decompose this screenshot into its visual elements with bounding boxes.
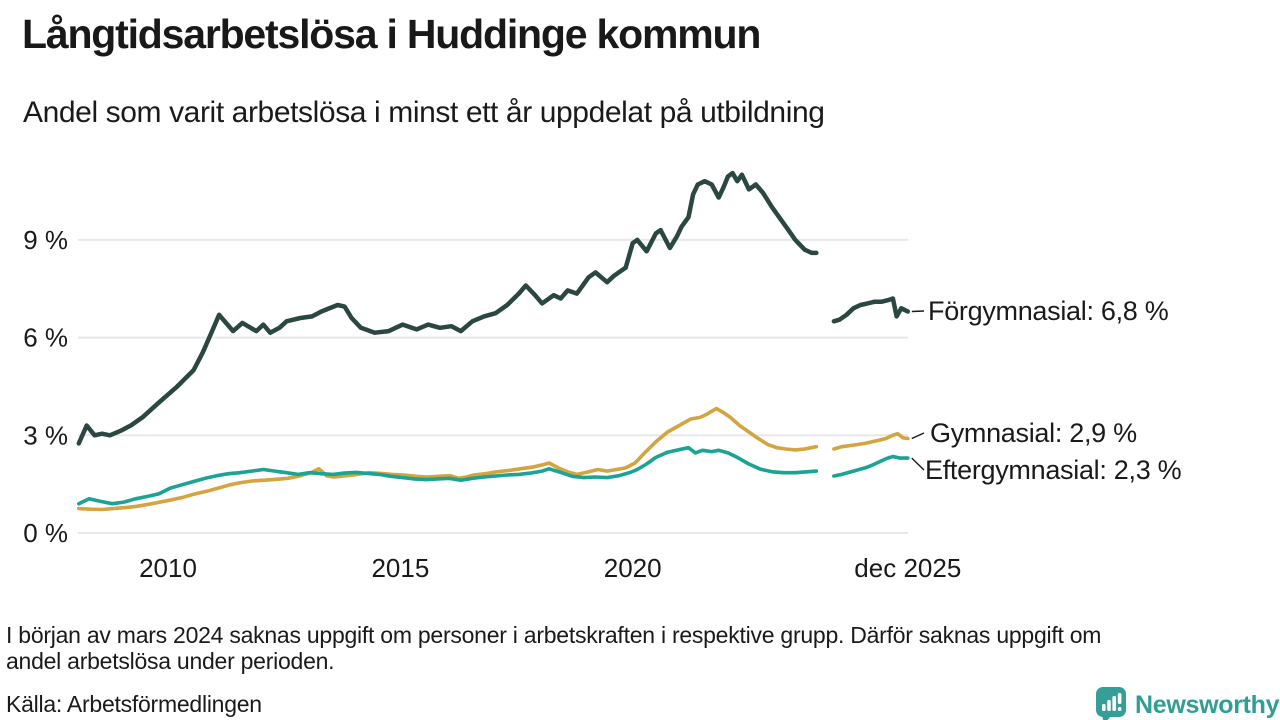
series-line-gymnasial: [77, 406, 819, 512]
footnote: I början av mars 2024 saknas uppgift om …: [6, 622, 1268, 674]
x-tick-label: dec 2025: [854, 553, 961, 583]
newsworthy-logo: Newsworthy: [1094, 686, 1280, 720]
series-line-gymnasial: [832, 431, 910, 451]
series-line-eftergymnasial: [832, 454, 910, 478]
series-label-gymnasial: Gymnasial: 2,9 %: [930, 418, 1137, 448]
label-connector: [911, 432, 925, 440]
series-line-förgymnasial: [76, 170, 819, 446]
y-tick-label: 3 %: [23, 420, 68, 450]
x-tick-label: 2015: [371, 553, 429, 583]
page-title: Långtidsarbetslösa i Huddinge kommun: [22, 11, 761, 57]
series-line-eftergymnasial: [77, 445, 819, 506]
series-label-eftergymnasial: Eftergymnasial: 2,3 %: [925, 455, 1182, 485]
y-tick-label: 0 %: [23, 518, 68, 548]
y-tick-label: 9 %: [23, 225, 68, 255]
newsworthy-icon: [1096, 687, 1126, 720]
label-connector: [911, 457, 925, 471]
x-tick-label: 2020: [604, 553, 662, 583]
y-tick-label: 6 %: [23, 323, 68, 353]
series-line-förgymnasial: [831, 296, 911, 324]
x-tick-label: 2010: [139, 553, 197, 583]
series-label-forgymnasial: Förgymnasial: 6,8 %: [928, 296, 1169, 326]
chart-subtitle: Andel som varit arbetslösa i minst ett å…: [23, 96, 825, 129]
footnote-line-2: andel arbetslösa under perioden.: [6, 648, 335, 674]
source-label: Källa: Arbetsförmedlingen: [6, 691, 262, 717]
label-connector: [911, 310, 925, 313]
footnote-line-1: I början av mars 2024 saknas uppgift om …: [6, 622, 1102, 648]
newsworthy-wordmark: Newsworthy: [1135, 690, 1280, 719]
